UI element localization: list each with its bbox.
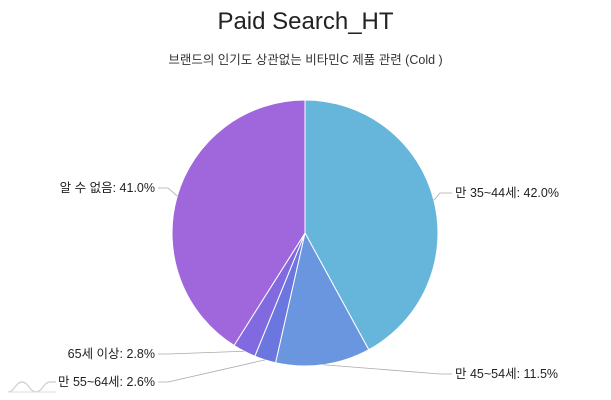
leader-line (158, 359, 266, 383)
leader-line (158, 187, 178, 197)
leader-line (323, 364, 452, 375)
slice-label: 만 45~54세: 11.5% (455, 367, 558, 381)
chart-subtitle: 브랜드의 인기도 상관없는 비타민C 제품 관련 (Cold ) (168, 53, 443, 67)
pie-slice[interactable] (304, 99, 439, 351)
slice-label: 알 수 없음: 41.0% (60, 181, 155, 195)
slice-labels: 만 35~44세: 42.0% 만 45~54세: 11.5% 만 55~64세: … (58, 181, 559, 389)
pie-slice[interactable] (171, 99, 306, 347)
leader-line (433, 192, 452, 201)
slice-label: 만 55~64세: 2.6% (58, 375, 155, 389)
leader-line (158, 350, 245, 355)
pie-slice[interactable] (274, 231, 370, 367)
pie-slices (171, 99, 439, 367)
leader-lines (158, 187, 452, 383)
slice-label: 65세 이상: 2.8% (68, 347, 155, 361)
chart-logo-icon (8, 381, 56, 393)
chart-title: Paid Search_HT (217, 8, 394, 35)
slice-label: 만 35~44세: 42.0% (455, 186, 559, 200)
